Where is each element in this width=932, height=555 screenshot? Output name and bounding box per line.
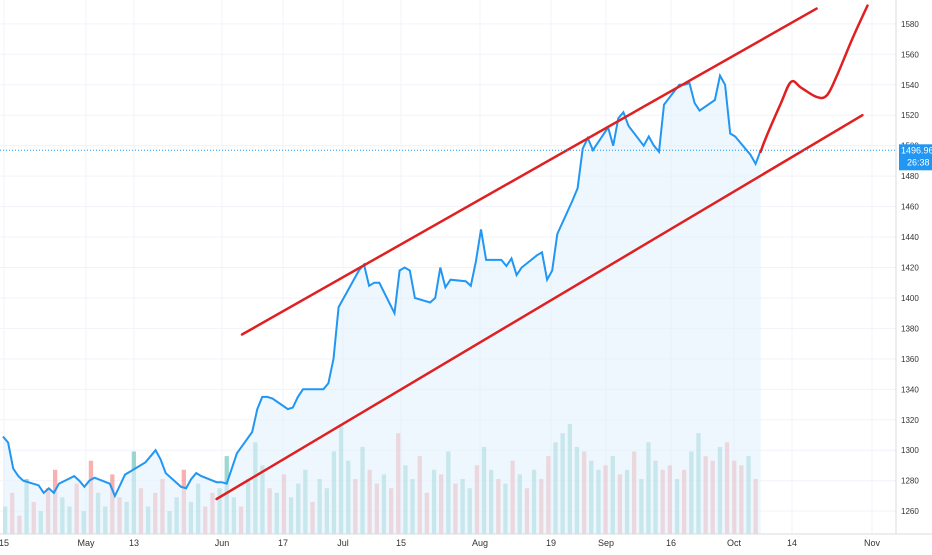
time-scale[interactable]: 15 May 13 Jun 17 Jul 15 Aug 19 Sep 16 Oct 14 Nov xyxy=(0,538,880,548)
price-tick-label: 1400 xyxy=(901,294,919,303)
price-tick-label: 1520 xyxy=(901,111,919,120)
bar-countdown-timer: 26:38 xyxy=(907,157,930,167)
price-tick-label: 1460 xyxy=(901,203,919,212)
price-tick-label: 1320 xyxy=(901,416,919,425)
last-price-badge: 1496.96 26:38 xyxy=(899,144,932,171)
price-tick-label: 1260 xyxy=(901,507,919,516)
price-tick-label: 1540 xyxy=(901,81,919,90)
time-tick-label: Jul xyxy=(337,538,349,548)
time-tick-label: Aug xyxy=(472,538,488,548)
projection-curve[interactable] xyxy=(759,4,869,154)
price-tick-label: 1360 xyxy=(901,355,919,364)
price-tick-label: 1340 xyxy=(901,385,919,394)
time-tick-label: Oct xyxy=(727,538,742,548)
time-tick-label: 13 xyxy=(129,538,139,548)
time-scale-background[interactable] xyxy=(0,534,932,550)
price-tick-label: 1300 xyxy=(901,446,919,455)
price-tick-label: 1440 xyxy=(901,233,919,242)
time-tick-label: Jun xyxy=(215,538,230,548)
time-tick-label: 15 xyxy=(0,538,9,548)
price-scale-background[interactable] xyxy=(896,0,932,534)
time-tick-label: 14 xyxy=(787,538,797,548)
price-tick-label: 1280 xyxy=(901,477,919,486)
price-tick-label: 1380 xyxy=(901,324,919,333)
time-tick-label: 15 xyxy=(396,538,406,548)
price-scale[interactable]: 1260 1280 1300 1320 1340 1360 1380 1400 1420 1440… xyxy=(901,20,919,516)
price-tick-label: 1560 xyxy=(901,50,919,59)
price-line[interactable] xyxy=(2,72,762,499)
drawing-overlays[interactable] xyxy=(215,4,869,501)
time-tick-label: 17 xyxy=(278,538,288,548)
price-tick-label: 1480 xyxy=(901,172,919,181)
time-tick-label: Nov xyxy=(864,538,881,548)
time-tick-label: Sep xyxy=(598,538,614,548)
time-tick-label: May xyxy=(77,538,95,548)
last-price-badge-bg xyxy=(899,144,932,171)
price-tick-label: 1580 xyxy=(901,20,919,29)
upper-channel-line[interactable] xyxy=(240,7,818,336)
last-price-value: 1496.96 xyxy=(901,145,932,155)
price-tick-label: 1420 xyxy=(901,264,919,273)
time-tick-label: 19 xyxy=(546,538,556,548)
price-area-fill xyxy=(3,75,761,534)
time-tick-label: 16 xyxy=(666,538,676,548)
lower-channel-line[interactable] xyxy=(215,113,864,501)
